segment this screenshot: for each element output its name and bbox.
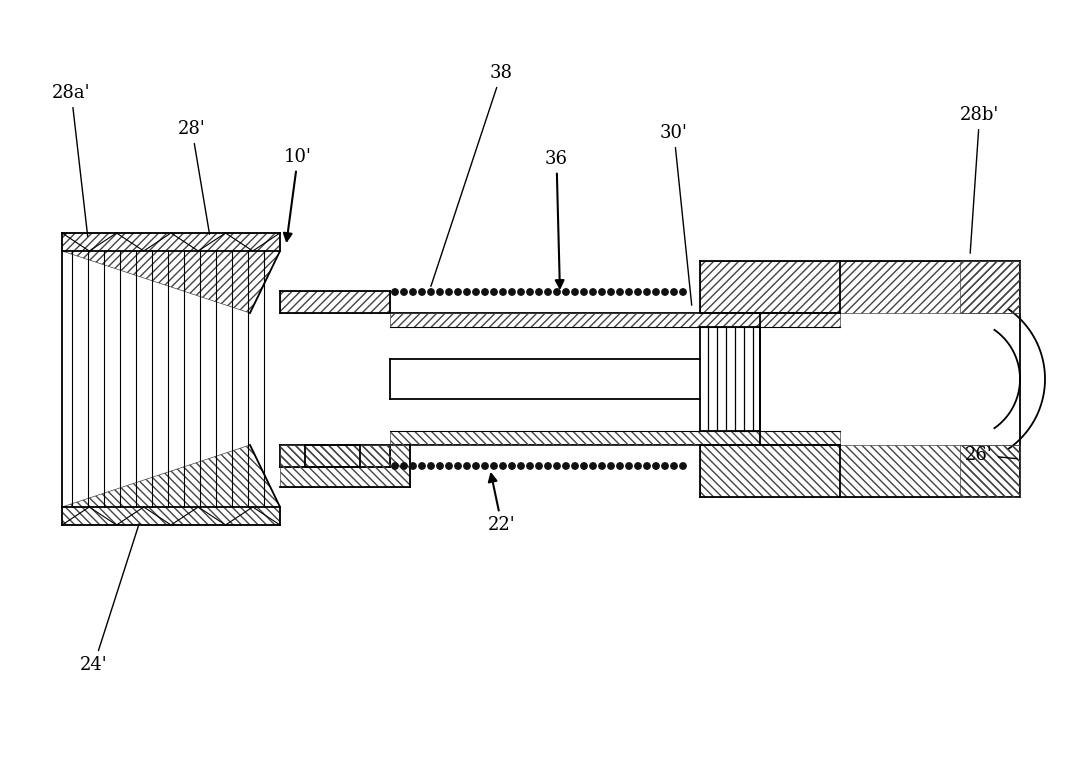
Circle shape [491, 289, 498, 295]
Circle shape [563, 289, 569, 295]
Circle shape [473, 463, 479, 469]
Text: 28': 28' [179, 120, 210, 234]
Bar [390, 313, 840, 327]
Circle shape [419, 463, 425, 469]
Circle shape [598, 289, 605, 295]
Circle shape [427, 289, 434, 295]
Circle shape [518, 463, 524, 469]
Bar [280, 445, 410, 487]
Circle shape [392, 463, 398, 469]
Circle shape [581, 289, 588, 295]
Circle shape [652, 289, 659, 295]
Circle shape [563, 463, 569, 469]
Circle shape [454, 463, 461, 469]
Circle shape [635, 463, 642, 469]
Circle shape [400, 289, 407, 295]
Circle shape [446, 463, 452, 469]
Circle shape [617, 289, 623, 295]
Circle shape [481, 463, 488, 469]
Circle shape [410, 463, 417, 469]
Circle shape [400, 463, 407, 469]
Circle shape [545, 463, 551, 469]
Circle shape [652, 463, 659, 469]
Circle shape [644, 463, 650, 469]
Circle shape [554, 463, 560, 469]
Circle shape [571, 463, 578, 469]
Circle shape [464, 289, 471, 295]
Bar [390, 431, 840, 445]
Bar [700, 261, 1020, 313]
Circle shape [427, 463, 434, 469]
Circle shape [437, 463, 444, 469]
Circle shape [527, 463, 533, 469]
Circle shape [644, 289, 650, 295]
Circle shape [454, 289, 461, 295]
Circle shape [509, 289, 515, 295]
Circle shape [509, 463, 515, 469]
Circle shape [473, 289, 479, 295]
Circle shape [446, 289, 452, 295]
Text: 24': 24' [80, 524, 140, 674]
Circle shape [536, 289, 542, 295]
Circle shape [590, 463, 596, 469]
Text: 28a': 28a' [52, 84, 91, 236]
Circle shape [679, 463, 686, 469]
Circle shape [671, 463, 677, 469]
Circle shape [410, 289, 417, 295]
Circle shape [437, 289, 444, 295]
Circle shape [679, 289, 686, 295]
Circle shape [608, 463, 615, 469]
Text: 30': 30' [660, 124, 691, 305]
Circle shape [598, 463, 605, 469]
Circle shape [662, 289, 669, 295]
Circle shape [527, 289, 533, 295]
Text: 38: 38 [431, 64, 513, 287]
Bar [700, 445, 1020, 497]
Text: 36: 36 [545, 150, 568, 288]
Text: 26': 26' [965, 446, 1017, 464]
Circle shape [581, 463, 588, 469]
Text: 22': 22' [488, 474, 516, 534]
Circle shape [590, 289, 596, 295]
Circle shape [536, 463, 542, 469]
Circle shape [662, 463, 669, 469]
Text: 28b': 28b' [960, 106, 1000, 253]
Circle shape [608, 289, 615, 295]
Circle shape [617, 463, 623, 469]
Circle shape [464, 463, 471, 469]
Circle shape [481, 289, 488, 295]
Circle shape [554, 289, 560, 295]
Bar [280, 291, 390, 313]
Circle shape [500, 289, 506, 295]
Circle shape [571, 289, 578, 295]
Circle shape [545, 289, 551, 295]
Circle shape [491, 463, 498, 469]
Circle shape [625, 463, 632, 469]
Circle shape [671, 289, 677, 295]
Circle shape [635, 289, 642, 295]
Circle shape [625, 289, 632, 295]
Bar [280, 445, 390, 467]
Circle shape [419, 289, 425, 295]
Circle shape [518, 289, 524, 295]
Circle shape [392, 289, 398, 295]
Text: 10': 10' [283, 148, 312, 241]
Circle shape [500, 463, 506, 469]
